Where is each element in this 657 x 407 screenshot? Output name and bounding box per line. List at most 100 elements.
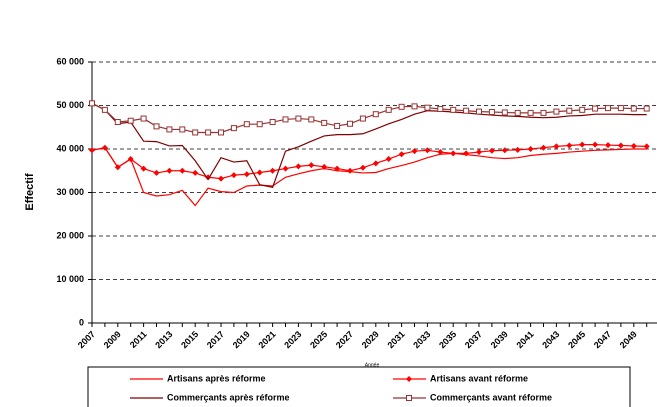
marker	[308, 162, 315, 169]
x-tick-label: 2045	[566, 329, 587, 350]
legend-label: Commerçants après réforme	[167, 392, 290, 402]
marker	[347, 120, 353, 127]
x-tick-label: 2017	[205, 329, 226, 350]
marker	[406, 395, 412, 401]
legend-label: Commerçants avant réforme	[430, 392, 552, 402]
y-tick-label: 60 000	[56, 56, 84, 66]
marker	[89, 147, 95, 154]
marker	[230, 172, 237, 179]
marker	[127, 117, 134, 124]
marker	[398, 103, 405, 110]
marker	[592, 105, 599, 112]
x-tick-label: 2047	[592, 329, 613, 350]
marker	[450, 150, 457, 157]
x-tick-label: 2031	[385, 329, 406, 350]
marker	[566, 142, 573, 149]
x-tick-label: 2025	[308, 329, 329, 350]
marker	[269, 167, 276, 174]
x-tick-label: 2035	[437, 329, 458, 350]
x-axis-label: Année	[365, 362, 380, 368]
marker	[218, 175, 224, 182]
series-line	[91, 144, 647, 180]
marker	[463, 107, 470, 114]
marker	[437, 149, 444, 156]
marker	[463, 150, 470, 157]
marker	[179, 167, 186, 174]
marker	[153, 123, 160, 130]
marker	[476, 149, 482, 156]
marker	[488, 109, 495, 116]
marker	[385, 156, 392, 163]
marker	[321, 163, 328, 170]
marker	[127, 156, 134, 163]
marker	[450, 106, 457, 113]
marker	[359, 115, 366, 122]
marker	[411, 148, 418, 155]
marker	[269, 119, 276, 126]
x-tick-label: 2041	[514, 329, 535, 350]
legend-label: Artisans après réforme	[167, 373, 266, 383]
series	[89, 100, 650, 136]
marker	[437, 105, 444, 112]
marker	[630, 142, 637, 149]
x-tick-label: 2011	[128, 329, 149, 350]
x-tick-label: 2049	[618, 329, 639, 350]
marker	[579, 106, 586, 113]
marker	[166, 126, 173, 133]
marker	[205, 129, 212, 136]
marker	[89, 100, 95, 107]
legend-label: Artisans avant réforme	[430, 373, 528, 383]
marker	[553, 108, 560, 115]
series	[91, 147, 647, 207]
series	[91, 102, 647, 188]
x-tick-label: 2027	[334, 329, 355, 350]
marker	[295, 163, 302, 170]
marker	[243, 171, 250, 178]
marker	[643, 105, 650, 112]
marker	[617, 142, 624, 149]
marker	[334, 165, 341, 172]
x-tick-label: 2019	[231, 329, 252, 350]
marker	[256, 169, 263, 176]
marker	[476, 108, 482, 115]
y-tick-label: 0	[79, 317, 84, 327]
series-line	[91, 147, 647, 207]
marker	[153, 169, 160, 176]
x-tick-label: 2015	[179, 329, 200, 350]
marker	[359, 164, 366, 171]
marker	[372, 111, 379, 118]
marker	[114, 164, 121, 171]
x-tick-label: 2021	[256, 329, 277, 350]
marker	[540, 144, 547, 151]
marker	[334, 122, 341, 129]
marker	[514, 109, 521, 116]
marker	[347, 167, 353, 174]
y-tick-label: 10 000	[56, 274, 84, 284]
marker	[424, 104, 431, 111]
marker	[630, 105, 637, 112]
marker	[179, 126, 186, 133]
marker	[308, 116, 315, 123]
x-tick-label: 2009	[102, 329, 123, 350]
marker	[230, 125, 237, 132]
marker	[243, 121, 250, 128]
x-tick-label: 2039	[489, 329, 510, 350]
series	[89, 141, 650, 182]
marker	[527, 109, 534, 116]
marker	[282, 116, 289, 123]
y-tick-label: 40 000	[56, 143, 84, 153]
series-line	[91, 102, 647, 188]
legend-box	[87, 366, 631, 407]
marker	[256, 121, 263, 128]
x-tick-label: 2043	[540, 329, 561, 350]
marker	[166, 167, 173, 174]
x-tick-label: 2029	[360, 329, 381, 350]
marker	[321, 119, 328, 126]
marker	[385, 106, 392, 113]
x-tick-label: 2013	[153, 329, 174, 350]
marker	[605, 105, 611, 112]
x-tick-label: 2007	[76, 329, 97, 350]
marker	[605, 142, 611, 149]
marker	[101, 106, 108, 113]
marker	[566, 107, 573, 114]
